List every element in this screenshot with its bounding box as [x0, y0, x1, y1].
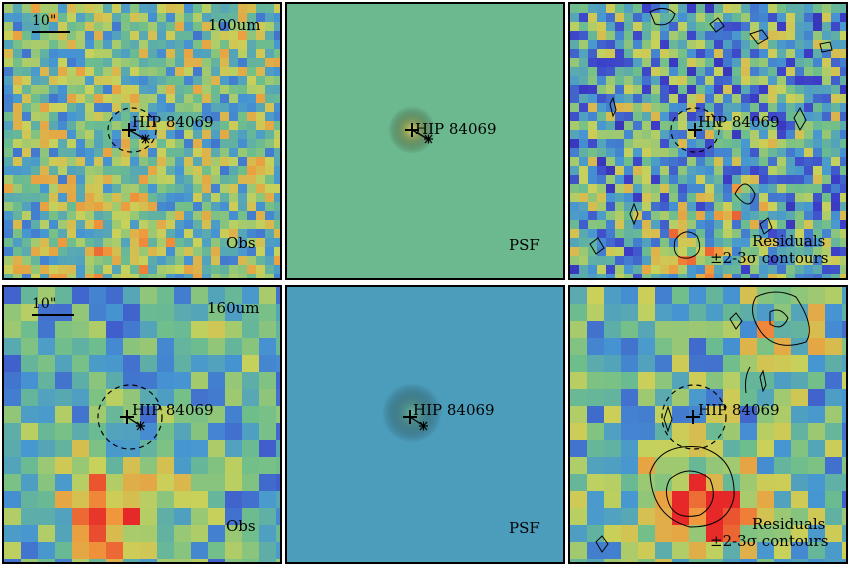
overlay-160um-residuals	[595, 291, 810, 553]
star-label: HIP 84069	[698, 401, 780, 419]
panel-160um-residuals: HIP 84069 Residuals ±2-3σ contours	[568, 285, 848, 564]
overlay-100um-psf	[405, 123, 433, 144]
asterisk-marker	[419, 421, 428, 431]
heatmap-100um-residuals	[570, 4, 846, 278]
contours-label: ±2-3σ contours	[710, 249, 829, 267]
aperture-circle	[661, 384, 727, 450]
overlay-100um-obs	[32, 31, 157, 153]
asterisk-marker	[136, 421, 145, 431]
contours	[595, 291, 810, 553]
asterisk-marker	[141, 134, 150, 144]
residuals-label: Residuals	[752, 515, 826, 533]
overlay-160um-obs	[32, 314, 163, 450]
star-label: HIP 84069	[413, 401, 495, 419]
heatmap-100um-psf	[287, 4, 563, 278]
heatmap-160um-residuals	[570, 287, 846, 562]
heatmap-100um-obs	[4, 4, 280, 278]
panel-100um-psf: HIP 84069 PSF	[285, 2, 565, 280]
contours-label: ±2-3σ contours	[710, 532, 829, 550]
aperture-circle	[97, 384, 163, 450]
band-label: 160um	[207, 299, 260, 317]
obs-label: Obs	[226, 234, 256, 252]
star-label: HIP 84069	[415, 120, 497, 138]
contours	[589, 8, 833, 259]
aperture-circle	[670, 107, 720, 153]
residuals-label: Residuals	[752, 232, 826, 250]
band-label: 100um	[208, 16, 261, 34]
psf-label: PSF	[509, 519, 540, 537]
panel-160um-obs: 10" 160um HIP 84069 Obs	[2, 285, 282, 564]
star-position-cross	[686, 410, 700, 424]
star-label: HIP 84069	[698, 113, 780, 131]
overlay-100um-residuals	[589, 8, 833, 259]
panel-100um-residuals: HIP 84069 Residuals ±2-3σ contours	[568, 2, 848, 280]
obs-label: Obs	[226, 517, 256, 535]
scale-label: 10"	[32, 296, 57, 312]
asterisk-marker	[424, 134, 433, 144]
star-label: HIP 84069	[132, 113, 214, 131]
psf-label: PSF	[509, 236, 540, 254]
overlay-160um-psf	[403, 410, 428, 431]
panel-100um-obs: 10" 100um HIP 84069 Obs	[2, 2, 282, 280]
aperture-circle	[107, 107, 157, 153]
panel-160um-psf: HIP 84069 PSF	[285, 285, 565, 564]
star-label: HIP 84069	[132, 401, 214, 419]
star-position-cross	[688, 123, 702, 137]
scale-label: 10"	[32, 13, 57, 29]
